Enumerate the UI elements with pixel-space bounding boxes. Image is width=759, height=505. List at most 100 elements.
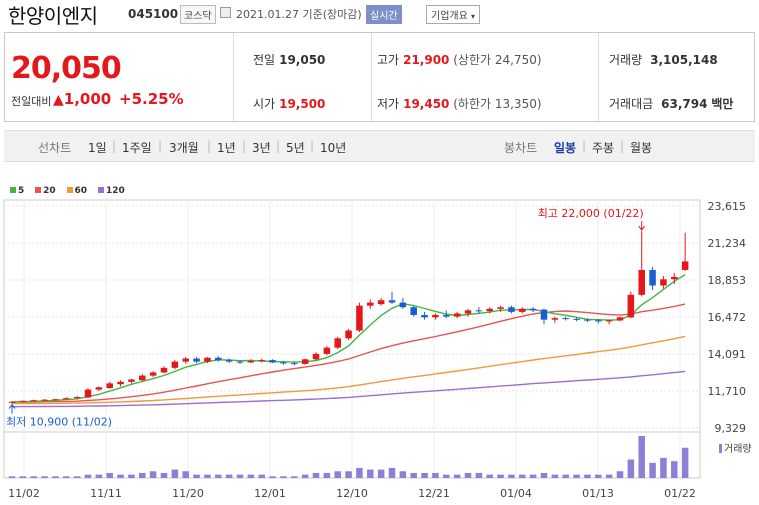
period-tabs: 선차트 1일 | 1주일 | 3개월 | 1년 | 3년 | 5년 | 10년 …: [4, 130, 755, 162]
candle-body: [52, 399, 59, 401]
candle-body: [486, 308, 493, 312]
volume-bar: [377, 469, 385, 478]
candle-body: [540, 309, 548, 320]
x-tick-label: 12/10: [336, 487, 368, 500]
candle-body: [421, 315, 428, 318]
tab-separator: |: [310, 139, 315, 153]
volume-bar: [95, 474, 103, 478]
volume-bar: [301, 474, 309, 478]
low-value: 19,450: [403, 97, 450, 111]
x-tick-label: 12/21: [418, 487, 450, 500]
volume-bar: [638, 436, 645, 478]
volume-bar: [106, 472, 113, 478]
tab-3y[interactable]: 3년: [252, 141, 271, 155]
low-price: 저가 19,450 (하한가 13,350): [377, 95, 542, 112]
candle-body: [291, 363, 298, 365]
candle-body: [508, 307, 515, 312]
volume-bar: [225, 474, 233, 478]
volume-bar: [41, 476, 48, 478]
tab-1w[interactable]: 1주일: [122, 141, 152, 155]
candle-body: [616, 317, 624, 321]
candle-body: [367, 302, 374, 306]
candle-body: [681, 261, 689, 270]
candle-body: [41, 399, 48, 401]
candle-chart-label: 봉차트: [504, 141, 538, 155]
company-info-dropdown[interactable]: 기업개요 ▾: [426, 5, 481, 24]
candle-body: [106, 383, 113, 389]
tab-daily[interactable]: 일봉: [554, 141, 577, 155]
candle-body: [139, 375, 146, 381]
max-arrow-head: [638, 225, 646, 231]
volume-bar: [345, 471, 352, 478]
change-percent: +5.25%: [119, 90, 184, 108]
candle-body: [399, 302, 407, 308]
volume-legend-label: 거래량: [724, 443, 752, 455]
tab-separator: |: [207, 139, 212, 153]
candle-body: [280, 362, 287, 364]
volume-bar: [84, 474, 92, 478]
volume-bar: [399, 471, 407, 478]
ma60-legend: 60: [66, 186, 87, 196]
tab-1y[interactable]: 1년: [217, 141, 236, 155]
tab-3m[interactable]: 3개월: [169, 141, 199, 155]
candle-body: [84, 389, 92, 398]
realtime-button[interactable]: 실시간: [366, 5, 402, 24]
volume-bar: [280, 476, 287, 478]
volume-bar: [367, 469, 374, 478]
tab-separator: |: [276, 139, 281, 153]
volume-bar: [443, 474, 450, 478]
volume-bar: [475, 472, 483, 478]
volume-bar: [312, 472, 320, 478]
candle-body: [312, 353, 320, 360]
x-tick-label: 12/01: [254, 487, 286, 500]
tab-5y[interactable]: 5년: [286, 141, 305, 155]
volume-bar: [540, 472, 548, 478]
candle-body: [258, 360, 265, 362]
high-label: 고가: [377, 53, 400, 67]
volume-bar: [508, 474, 515, 478]
tab-10y[interactable]: 10년: [320, 141, 347, 155]
candle-body: [497, 307, 504, 309]
change-value: ▲1,000: [53, 90, 111, 108]
candle-body: [117, 381, 124, 385]
ma5-label: 5: [18, 186, 25, 196]
tab-weekly[interactable]: 주봉: [592, 141, 615, 155]
candle-body: [301, 359, 309, 364]
volume-bar: [193, 474, 200, 478]
candle-body: [182, 358, 189, 362]
tab-1d[interactable]: 1일: [88, 141, 107, 155]
divider: [371, 33, 372, 121]
upper-limit: (상한가 24,750): [453, 53, 542, 67]
volume-bar: [671, 461, 678, 478]
candle-body: [638, 269, 645, 295]
divider: [233, 33, 234, 121]
candle-body: [247, 360, 255, 363]
volume-bar: [562, 474, 569, 478]
candle-body: [149, 372, 157, 376]
line-chart-label: 선차트: [38, 141, 72, 155]
stock-name: 한양이엔지: [8, 4, 98, 28]
volume-bar: [204, 474, 211, 478]
candle-body: [388, 300, 396, 303]
open-label: 시가: [253, 97, 276, 111]
tab-separator: |: [620, 139, 625, 153]
candle-body: [519, 308, 526, 312]
ma60-line: [11, 335, 686, 405]
candle-body: [595, 320, 602, 322]
x-tick-label: 01/04: [500, 487, 532, 500]
volume-bar: [291, 476, 298, 478]
candle-body: [204, 357, 211, 362]
candle-body: [128, 379, 135, 382]
volume: 거래량 3,105,148: [609, 51, 718, 68]
tab-separator: |: [112, 139, 117, 153]
ma5-line: [11, 274, 686, 403]
candle-body: [649, 269, 656, 286]
tab-monthly[interactable]: 월봉: [630, 141, 653, 155]
volume-bar: [30, 476, 37, 478]
prev-close-value: 19,050: [279, 53, 326, 67]
open-value: 19,500: [279, 97, 326, 111]
candle-body: [562, 318, 569, 320]
prev-close: 전일 19,050: [253, 51, 325, 68]
volume-bar: [627, 459, 635, 478]
